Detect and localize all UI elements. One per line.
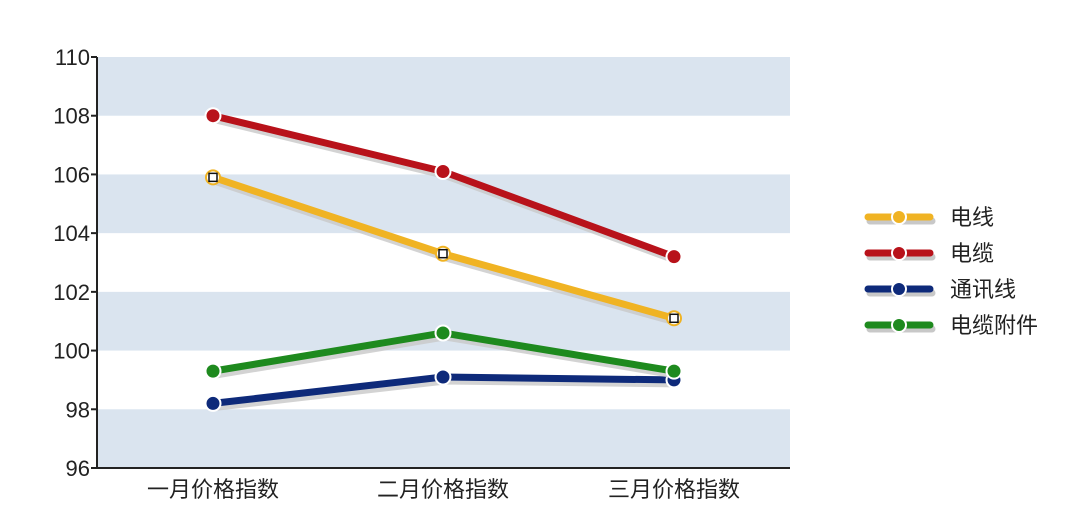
data-point: [434, 162, 452, 180]
legend-item: 电缆附件: [864, 314, 1038, 339]
x-axis-labels: 一月价格指数 二月价格指数 三月价格指数: [147, 478, 740, 503]
data-point: [434, 368, 452, 386]
data-point: [665, 248, 683, 266]
y-tick-label: 102: [53, 280, 90, 305]
series-2: [204, 107, 683, 266]
axes: [96, 57, 790, 469]
y-tick-label: 104: [53, 221, 90, 246]
x-category-label: 三月价格指数: [608, 478, 740, 503]
grid-band: [97, 291, 790, 351]
data-point-square: [669, 313, 679, 324]
legend-item: 电线: [864, 206, 994, 231]
legend-label: 电缆附件: [950, 314, 1038, 339]
data-point-square: [208, 172, 218, 183]
data-point: [204, 394, 222, 412]
y-tick-label: 106: [53, 162, 90, 187]
grid-band: [97, 57, 790, 116]
x-category-label: 二月价格指数: [377, 478, 509, 503]
y-tick-label: 108: [53, 104, 90, 129]
legend-label: 通讯线: [950, 278, 1016, 303]
legend-swatch-marker: [891, 245, 907, 261]
legend-swatch-marker: [891, 317, 907, 333]
data-point: [434, 324, 452, 342]
grid-bands: [97, 57, 790, 468]
legend-item: 通讯线: [864, 278, 1016, 303]
y-tick-label: 98: [66, 397, 90, 422]
grid-band: [97, 174, 790, 234]
legend-label: 电缆: [950, 242, 994, 267]
legend-swatch-marker: [891, 281, 907, 297]
data-point: [204, 362, 222, 380]
y-axis-ticks: 96 98 100 102 104 106 108 110: [53, 45, 97, 481]
grid-band: [97, 409, 790, 468]
y-tick-label: 100: [53, 339, 90, 364]
series-4: [204, 324, 683, 380]
data-point: [665, 362, 683, 380]
legend-swatch-marker: [891, 209, 907, 225]
data-point-square: [438, 248, 448, 259]
y-tick-label: 96: [66, 456, 90, 481]
series-lines: [204, 107, 683, 412]
legend-label: 电线: [950, 206, 994, 231]
y-tick-label: 110: [55, 45, 90, 70]
series-1: [205, 169, 682, 327]
series-3: [204, 368, 683, 412]
data-point: [204, 107, 222, 125]
x-category-label: 一月价格指数: [147, 478, 279, 503]
legend-item: 电缆: [864, 242, 994, 267]
